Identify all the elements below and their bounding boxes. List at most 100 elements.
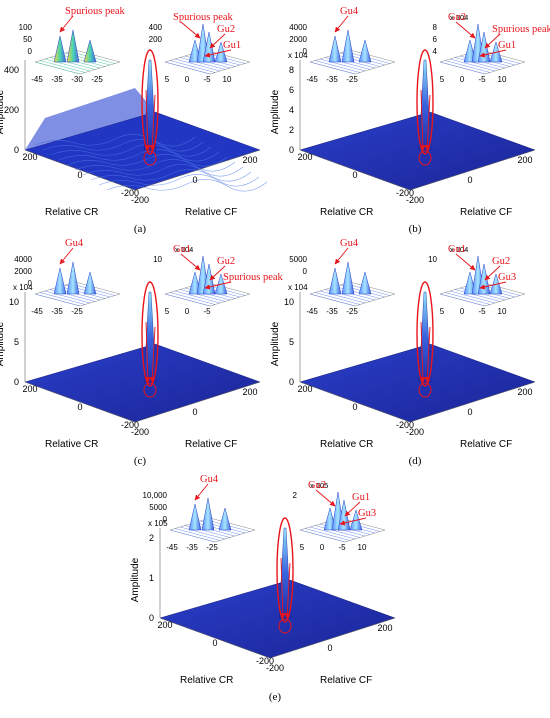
inset-mesh — [39, 292, 86, 305]
z-tick-label: 0 — [149, 613, 154, 623]
x-axis-label: Relative CR — [320, 439, 373, 450]
z-tick-label: 10 — [284, 297, 294, 307]
inset-mesh — [59, 286, 106, 299]
y-axis-label: Relative CF — [460, 439, 512, 450]
inset-mesh — [174, 528, 221, 541]
x-tick-label: 200 — [297, 384, 312, 394]
inset-mesh — [179, 526, 226, 540]
inset-mesh — [34, 61, 81, 75]
y-tick-label: 200 — [377, 623, 392, 633]
peak-highlight-ellipse — [141, 281, 159, 387]
x-tick-label: -200 — [121, 420, 139, 430]
inset-peak — [218, 507, 232, 531]
inset-z-tick: 5000 — [289, 255, 307, 264]
annotation-label: Gu4 — [340, 238, 359, 249]
annotation-arrow — [455, 253, 476, 271]
inset-z-tick: 0 — [28, 279, 33, 288]
inset-mesh — [44, 58, 91, 72]
z-tick-label: 200 — [4, 105, 19, 115]
x-tick-label: -200 — [396, 420, 414, 430]
x-tick-label: 0 — [352, 170, 357, 180]
inset-mesh — [164, 293, 211, 307]
y-axis-line — [134, 149, 261, 191]
panel-label: (c) — [134, 455, 147, 467]
inset-peak — [53, 35, 67, 63]
inset-z-tick: 0 — [163, 515, 168, 524]
panel-label: (a) — [134, 223, 147, 235]
annotation-arrow — [315, 489, 336, 507]
inset-peak — [66, 261, 80, 295]
inset-x-tick: -30 — [71, 75, 83, 84]
annotation-label: Gu4 — [200, 474, 219, 485]
inset-x-tick: 5 — [165, 75, 170, 84]
inset-z-tick: 4000 — [14, 255, 32, 264]
inset-x-tick: 5 — [440, 307, 445, 316]
panel-label: (d) — [409, 455, 422, 467]
surface-ripple — [66, 154, 228, 167]
annotation-arrow — [484, 265, 501, 281]
inset-x-tick: 10 — [223, 75, 232, 84]
inset-x-tick: 5 — [165, 307, 170, 316]
inset-z-tick: 6 — [433, 35, 438, 44]
surface-ripple — [42, 139, 204, 152]
annotation-label: Gu3 — [498, 272, 516, 283]
x-axis-label: Relative CR — [320, 207, 373, 218]
inset-peak — [341, 29, 355, 63]
inset-z-tick: 100 — [19, 23, 33, 32]
base-highlight-ellipse — [278, 618, 292, 634]
y-tick-label: 0 — [327, 643, 332, 653]
annotation-label: Spurious peak — [65, 6, 126, 17]
x-tick-label: 0 — [77, 170, 82, 180]
inset-mesh — [314, 292, 361, 305]
inset-mesh — [164, 61, 211, 75]
annotation-arrow — [344, 501, 361, 517]
inset-x-tick: 0 — [320, 543, 325, 552]
inset-x-tick: -5 — [478, 75, 486, 84]
inset-x-tick: 5 — [440, 75, 445, 84]
z-axis-label: Amplitude — [270, 89, 281, 134]
inset-x-tick: -45 — [306, 75, 318, 84]
inset-x-tick: -35 — [326, 307, 338, 316]
inset-peak — [201, 497, 215, 531]
y-axis-label: Relative CF — [460, 207, 512, 218]
inset-mesh — [179, 57, 226, 70]
connector-arrow — [280, 557, 286, 619]
z-tick-label: 0 — [289, 145, 294, 155]
inset-z-tick: 400 — [149, 23, 163, 32]
z-axis-label: Amplitude — [0, 89, 6, 134]
annotation-label: Gu1 — [448, 244, 466, 255]
inset-z-tick: 10,000 — [143, 491, 168, 500]
annotation-label: Gu2 — [492, 256, 510, 267]
inset-x-tick: 10 — [498, 75, 507, 84]
inset-mesh — [319, 58, 366, 72]
peak-highlight-ellipse — [416, 49, 434, 155]
inset-x-tick: -25 — [346, 75, 358, 84]
inset-z-tick: 5000 — [149, 503, 167, 512]
inset-x-tick: -25 — [91, 75, 103, 84]
panel-label: (b) — [409, 223, 422, 235]
z-tick-label: 2 — [149, 533, 154, 543]
annotation-arrow — [180, 253, 201, 271]
inset-peak — [53, 267, 67, 295]
y-tick-label: 200 — [242, 155, 257, 165]
annotation-arrow — [334, 247, 349, 265]
annotation-label: Gu1 — [223, 40, 241, 51]
base-highlight-ellipse — [418, 150, 432, 166]
surface-ripple — [82, 164, 244, 177]
z-tick-label: 10 — [9, 297, 19, 307]
inset-x-tick: 10 — [498, 307, 507, 316]
z-axis-label: Amplitude — [270, 321, 281, 366]
x-tick-label: -200 — [396, 188, 414, 198]
inset-peak — [328, 267, 342, 295]
x-tick-label: 200 — [297, 152, 312, 162]
x-axis-label: Relative CR — [180, 675, 233, 686]
y-tick-label: 0 — [192, 407, 197, 417]
z-tick-label: 8 — [289, 65, 294, 75]
inset-peak — [83, 271, 97, 295]
inset-x-tick: -45 — [306, 307, 318, 316]
inset-x-tick: -5 — [203, 307, 211, 316]
inset-mesh — [169, 529, 216, 543]
